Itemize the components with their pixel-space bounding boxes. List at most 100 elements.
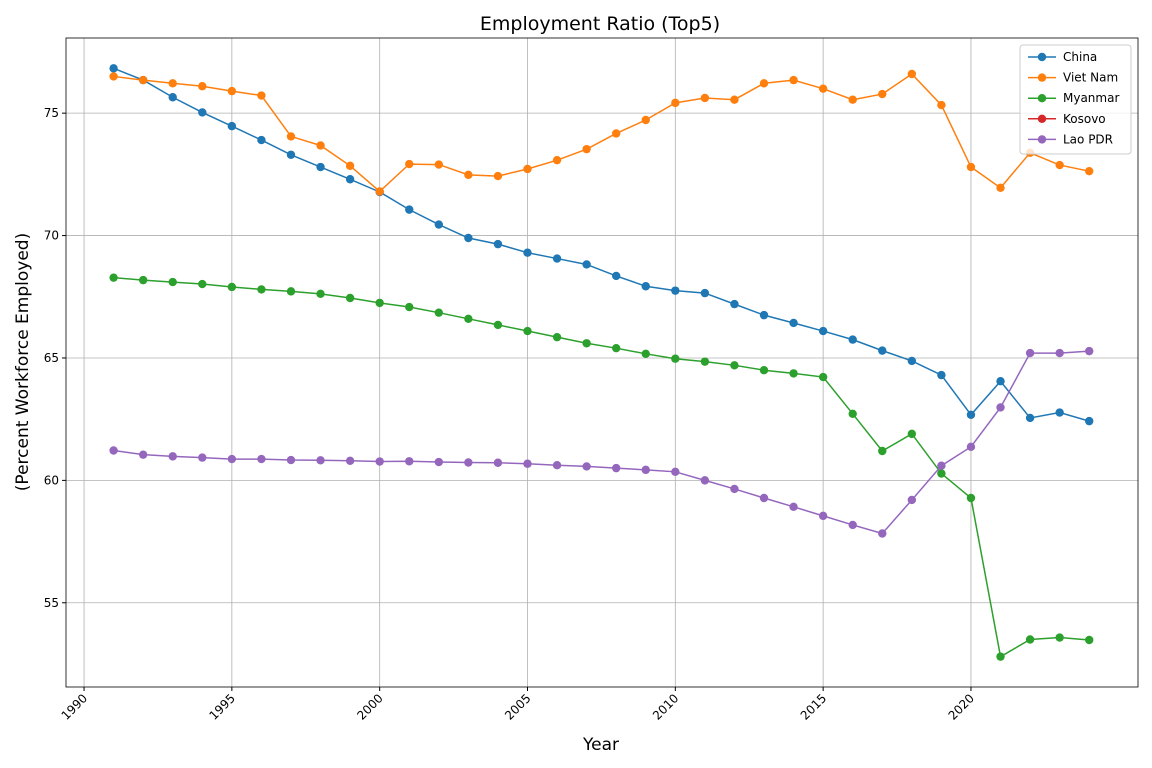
data-point <box>759 310 769 320</box>
data-point <box>523 459 532 468</box>
data-point <box>464 314 473 324</box>
data-point <box>730 95 739 104</box>
y-tick-label: 75 <box>44 106 59 120</box>
x-tick-label: 2010 <box>650 691 681 722</box>
data-point <box>1025 348 1035 358</box>
legend-marker <box>1037 114 1047 124</box>
data-point <box>641 282 650 291</box>
data-point <box>937 100 946 110</box>
data-point <box>198 82 207 91</box>
data-point <box>227 86 237 96</box>
data-point <box>848 520 857 530</box>
data-point <box>937 461 946 470</box>
data-point <box>996 183 1005 193</box>
data-point <box>434 308 444 317</box>
data-point <box>375 298 384 308</box>
data-point <box>493 458 503 467</box>
data-point <box>316 141 325 150</box>
data-point <box>405 205 414 214</box>
data-point <box>109 446 118 455</box>
legend-label: Kosovo <box>1063 112 1106 126</box>
x-tick-label: 2020 <box>946 691 977 722</box>
data-point <box>966 442 976 452</box>
data-point <box>257 135 266 145</box>
data-point <box>730 361 739 370</box>
data-point <box>907 69 917 79</box>
data-point <box>227 121 237 131</box>
data-point <box>138 450 148 459</box>
data-point <box>641 465 650 475</box>
data-point <box>198 453 207 462</box>
data-point <box>700 288 710 298</box>
data-point <box>434 160 444 169</box>
data-point <box>109 273 118 282</box>
series-line <box>113 67 1090 422</box>
data-point <box>434 220 444 229</box>
data-point <box>168 452 177 461</box>
data-point <box>966 410 976 419</box>
data-point <box>138 75 148 85</box>
data-point <box>582 260 591 269</box>
data-point <box>464 458 473 467</box>
legend-marker <box>1037 73 1047 82</box>
data-point <box>641 115 650 125</box>
data-point <box>523 326 532 336</box>
data-point <box>671 286 680 295</box>
data-point <box>789 75 798 85</box>
legend-label: Lao PDR <box>1063 132 1113 146</box>
data-point <box>493 171 503 181</box>
data-point <box>168 93 177 102</box>
data-point <box>611 129 621 138</box>
data-point <box>286 132 296 141</box>
data-point <box>493 320 503 330</box>
data-point <box>671 98 680 108</box>
y-tick-label: 65 <box>44 351 59 365</box>
data-point <box>730 484 739 494</box>
data-point <box>227 282 237 292</box>
data-point <box>996 652 1005 661</box>
data-point <box>789 369 798 378</box>
data-point <box>168 79 177 88</box>
data-point <box>1055 348 1064 358</box>
data-point <box>405 159 414 169</box>
y-tick-label: 60 <box>44 473 59 487</box>
data-point <box>878 346 887 355</box>
data-point <box>1025 635 1035 644</box>
data-point <box>818 511 828 521</box>
y-axis-label: (Percent Workforce Employed) <box>13 233 33 491</box>
data-point <box>1085 416 1094 426</box>
data-point <box>907 495 917 505</box>
data-point <box>937 370 946 380</box>
data-point <box>1085 346 1094 356</box>
x-tick-label: 1990 <box>59 691 90 722</box>
legend-marker <box>1037 135 1047 144</box>
legend-box <box>1019 44 1132 155</box>
data-point <box>375 457 384 466</box>
data-point <box>345 161 355 170</box>
x-axis-label: Year <box>582 735 619 755</box>
data-point <box>1085 635 1094 645</box>
data-point <box>582 462 591 471</box>
data-point <box>405 302 414 312</box>
x-tick-label: 2015 <box>798 691 829 722</box>
data-point <box>611 271 621 281</box>
data-point <box>818 326 828 336</box>
data-point <box>257 91 266 100</box>
data-point <box>878 89 887 99</box>
data-point <box>405 457 414 466</box>
legend-marker <box>1037 52 1047 62</box>
data-point <box>286 150 296 159</box>
legend-label: Myanmar <box>1063 91 1119 105</box>
chart-title: Employment Ratio (Top5) <box>480 13 720 35</box>
data-point <box>789 318 798 328</box>
data-point <box>552 155 562 165</box>
data-point <box>611 463 621 473</box>
data-point <box>345 175 355 184</box>
data-point <box>848 409 857 418</box>
legend-label: Viet Nam <box>1063 71 1118 85</box>
data-point <box>523 248 532 257</box>
data-point <box>1055 408 1064 417</box>
data-point <box>198 279 207 289</box>
data-point <box>523 164 532 174</box>
